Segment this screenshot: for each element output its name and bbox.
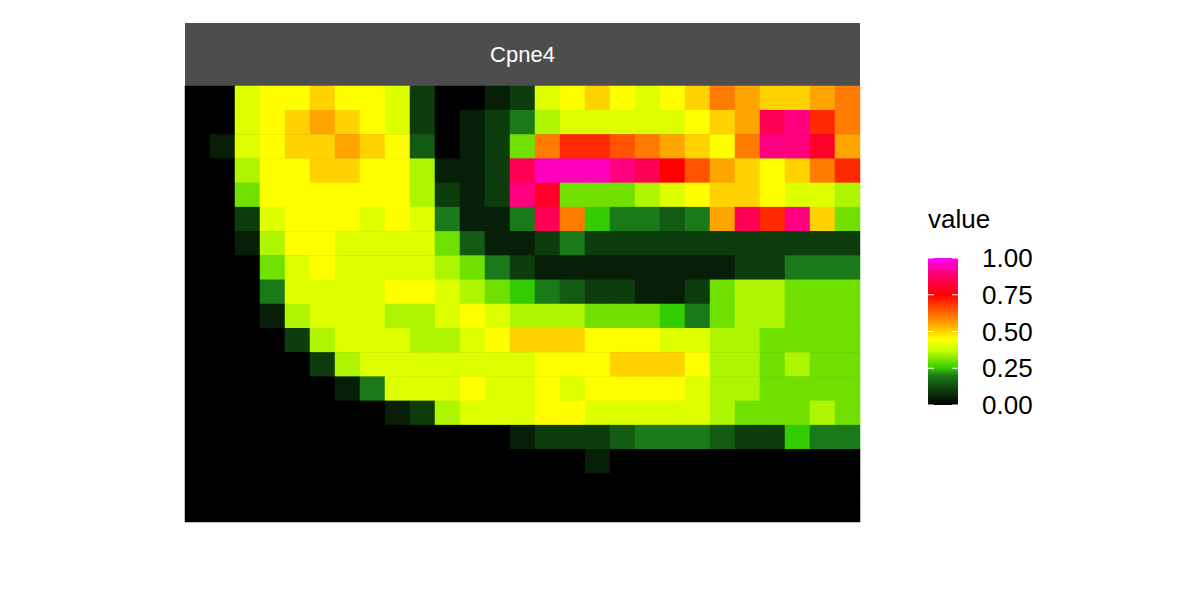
svg-text:Cpne4: Cpne4 <box>490 42 555 67</box>
svg-text:0.25: 0.25 <box>982 353 1033 383</box>
svg-text:0.75: 0.75 <box>982 280 1033 310</box>
svg-text:0.00: 0.00 <box>982 390 1033 420</box>
svg-text:0.50: 0.50 <box>982 317 1033 347</box>
svg-text:1.00: 1.00 <box>982 243 1033 273</box>
svg-text:value: value <box>928 204 990 234</box>
